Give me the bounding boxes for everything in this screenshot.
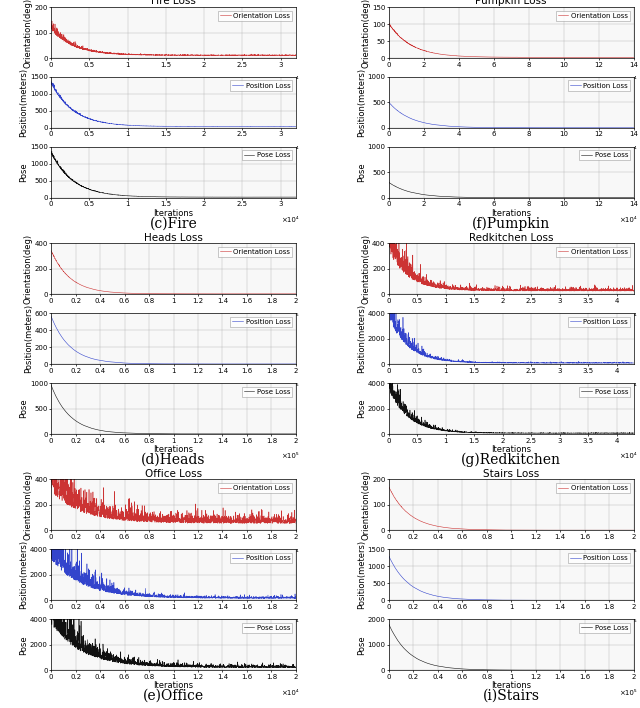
Legend: Position Loss: Position Loss: [230, 81, 292, 91]
Text: (e)Office: (e)Office: [143, 689, 204, 703]
Title: Heads Loss: Heads Loss: [144, 232, 203, 243]
Legend: Position Loss: Position Loss: [568, 81, 630, 91]
Text: ×10⁴: ×10⁴: [281, 77, 299, 84]
Legend: Position Loss: Position Loss: [568, 316, 630, 327]
Y-axis label: Orientation(deg): Orientation(deg): [362, 0, 371, 68]
X-axis label: Iterations: Iterations: [491, 681, 531, 690]
Text: ×10⁴: ×10⁴: [281, 217, 299, 223]
Text: (i)Stairs: (i)Stairs: [483, 689, 540, 703]
Text: ×10⁴: ×10⁴: [619, 384, 636, 389]
X-axis label: Iterations: Iterations: [154, 681, 194, 690]
X-axis label: Iterations: Iterations: [491, 209, 531, 217]
Y-axis label: Pose: Pose: [357, 399, 366, 418]
Y-axis label: Pose: Pose: [19, 635, 28, 655]
Legend: Pose Loss: Pose Loss: [579, 150, 630, 161]
Y-axis label: Orientation(deg): Orientation(deg): [24, 470, 33, 540]
Legend: Orientation Loss: Orientation Loss: [556, 483, 630, 493]
Y-axis label: Pose: Pose: [357, 635, 366, 655]
X-axis label: Iterations: Iterations: [491, 445, 531, 454]
Text: (g)Redkitchen: (g)Redkitchen: [461, 453, 561, 467]
Title: Pumpkin Loss: Pumpkin Loss: [476, 0, 547, 6]
Legend: Position Loss: Position Loss: [230, 316, 292, 327]
Y-axis label: Orientation(deg): Orientation(deg): [362, 470, 371, 540]
Text: ×10⁵: ×10⁵: [281, 314, 299, 320]
Text: ×10⁵: ×10⁵: [619, 620, 636, 626]
Text: ×10⁴: ×10⁴: [619, 77, 636, 84]
Y-axis label: Position(meters): Position(meters): [357, 304, 366, 373]
Text: ×10⁴: ×10⁴: [619, 147, 636, 154]
Y-axis label: Position(meters): Position(meters): [24, 304, 33, 373]
Y-axis label: Pose: Pose: [19, 399, 28, 418]
Y-axis label: Orientation(deg): Orientation(deg): [362, 234, 371, 304]
Title: Stairs Loss: Stairs Loss: [483, 469, 540, 479]
Y-axis label: Pose: Pose: [357, 163, 366, 182]
Y-axis label: Pose: Pose: [19, 163, 28, 182]
Y-axis label: Orientation(deg): Orientation(deg): [24, 0, 33, 68]
Legend: Orientation Loss: Orientation Loss: [218, 483, 292, 493]
Text: ×10⁵: ×10⁵: [619, 550, 636, 556]
Text: ×10⁴: ×10⁴: [281, 147, 299, 154]
Y-axis label: Orientation(deg): Orientation(deg): [24, 234, 33, 304]
Y-axis label: Position(meters): Position(meters): [19, 68, 28, 137]
Text: ×10⁴: ×10⁴: [281, 550, 299, 556]
Text: ×10⁴: ×10⁴: [281, 620, 299, 626]
Legend: Position Loss: Position Loss: [568, 553, 630, 563]
Legend: Pose Loss: Pose Loss: [241, 150, 292, 161]
Text: (c)Fire: (c)Fire: [150, 217, 197, 231]
Y-axis label: Position(meters): Position(meters): [19, 540, 28, 610]
Text: ×10⁴: ×10⁴: [619, 454, 636, 459]
Legend: Orientation Loss: Orientation Loss: [556, 11, 630, 21]
Text: ×10⁴: ×10⁴: [281, 690, 299, 696]
Text: ×10⁴: ×10⁴: [619, 217, 636, 223]
Text: ×10⁵: ×10⁵: [619, 690, 636, 696]
Legend: Orientation Loss: Orientation Loss: [556, 247, 630, 257]
Text: ×10⁵: ×10⁵: [281, 384, 299, 389]
Text: (d)Heads: (d)Heads: [141, 453, 206, 467]
Text: ×10⁵: ×10⁵: [281, 454, 299, 459]
Title: Fire Loss: Fire Loss: [151, 0, 196, 6]
Legend: Pose Loss: Pose Loss: [579, 623, 630, 633]
Title: Office Loss: Office Loss: [145, 469, 202, 479]
Y-axis label: Position(meters): Position(meters): [357, 540, 366, 610]
Title: Redkitchen Loss: Redkitchen Loss: [469, 232, 554, 243]
Legend: Pose Loss: Pose Loss: [241, 387, 292, 396]
X-axis label: Iterations: Iterations: [154, 209, 194, 217]
Legend: Orientation Loss: Orientation Loss: [218, 247, 292, 257]
Legend: Orientation Loss: Orientation Loss: [218, 11, 292, 21]
Legend: Pose Loss: Pose Loss: [241, 623, 292, 633]
Y-axis label: Position(meters): Position(meters): [357, 68, 366, 137]
Legend: Pose Loss: Pose Loss: [579, 387, 630, 396]
X-axis label: Iterations: Iterations: [154, 445, 194, 454]
Legend: Position Loss: Position Loss: [230, 553, 292, 563]
Text: ×10⁴: ×10⁴: [619, 314, 636, 320]
Text: (f)Pumpkin: (f)Pumpkin: [472, 217, 550, 231]
